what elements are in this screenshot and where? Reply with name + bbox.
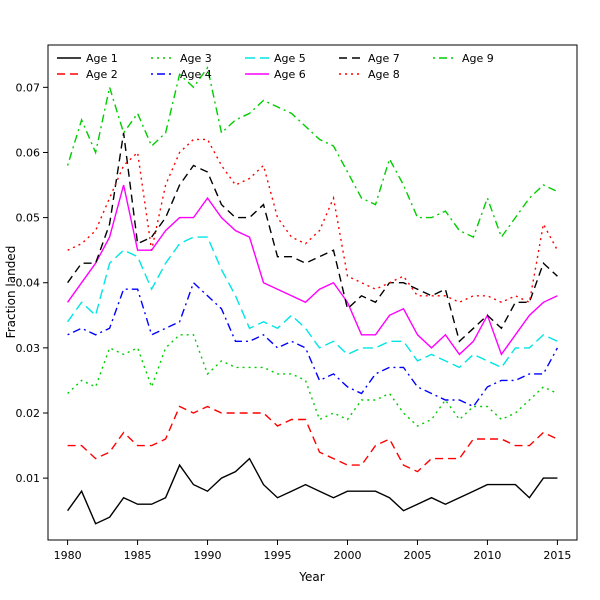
legend-label-age-4: Age 4	[180, 68, 212, 81]
x-axis-title: Year	[298, 570, 324, 584]
legend-label-age-2: Age 2	[86, 68, 118, 81]
x-tick-label: 2000	[333, 549, 361, 562]
legend-label-age-5: Age 5	[274, 52, 306, 65]
x-tick-label: 1985	[124, 549, 152, 562]
x-tick-label: 2010	[473, 549, 501, 562]
x-tick-label: 1990	[194, 549, 222, 562]
y-tick-label: 0.06	[16, 146, 41, 159]
legend-label-age-6: Age 6	[274, 68, 306, 81]
legend-label-age-3: Age 3	[180, 52, 212, 65]
series-line-age-8	[67, 138, 559, 304]
x-tick-label: 2005	[403, 549, 431, 562]
x-tick-label: 1995	[264, 549, 292, 562]
legend-label-age-7: Age 7	[368, 52, 400, 65]
legend-label-age-9: Age 9	[462, 52, 494, 65]
y-tick-label: 0.04	[16, 277, 41, 290]
y-tick-label: 0.02	[16, 407, 41, 420]
series-line-age-9	[66, 66, 558, 239]
series-line-age-1	[67, 457, 558, 525]
x-tick-label: 1980	[54, 549, 82, 562]
y-tick-label: 0.07	[16, 81, 41, 94]
y-tick-label: 0.03	[16, 342, 41, 355]
series-line-age-7	[67, 132, 558, 343]
plot-box	[47, 44, 578, 541]
series-line-age-4	[67, 281, 559, 408]
y-tick-label: 0.01	[16, 472, 41, 485]
x-tick-label: 2015	[543, 549, 571, 562]
legend-label-age-1: Age 1	[86, 52, 118, 65]
y-axis-title: Fraction landed	[4, 246, 18, 339]
series-line-age-2	[67, 405, 558, 473]
legend-label-age-8: Age 8	[368, 68, 400, 81]
series-line-age-6	[67, 184, 558, 356]
series-line-age-3	[67, 334, 558, 427]
y-tick-label: 0.05	[16, 212, 41, 225]
